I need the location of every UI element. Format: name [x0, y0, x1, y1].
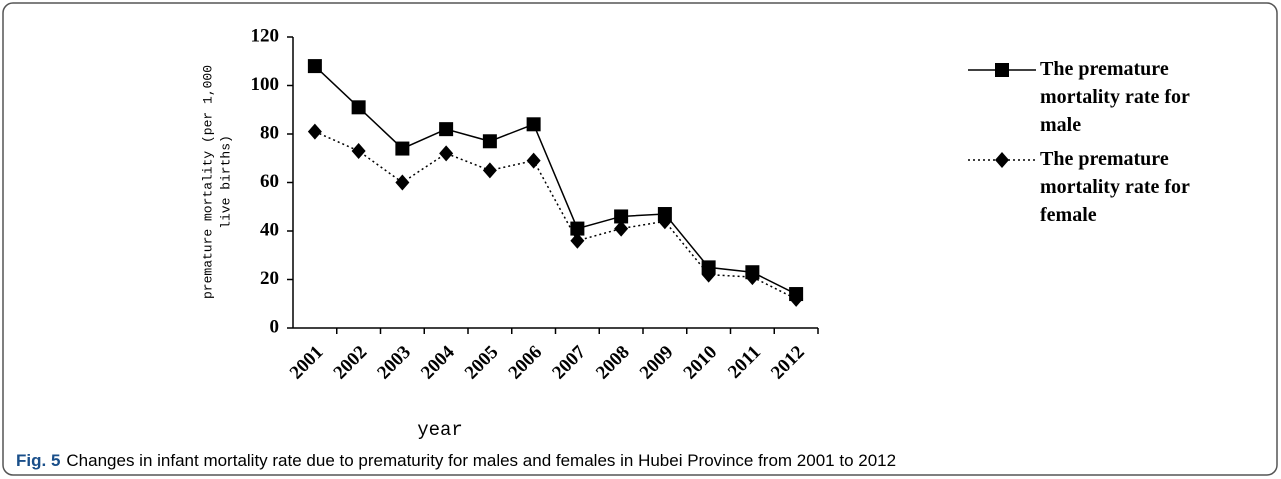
data-point	[657, 213, 672, 230]
y-axis-label-line: premature mortality (per 1,000	[200, 65, 215, 299]
y-tick-label: 40	[260, 219, 279, 240]
caption: Fig. 5 Changes in infant mortality rate d…	[16, 451, 896, 470]
data-point	[789, 290, 804, 307]
data-point	[439, 145, 454, 162]
x-tick-label: 2010	[680, 342, 722, 384]
y-tick-label: 20	[260, 268, 279, 289]
data-point	[307, 123, 322, 140]
data-point	[614, 209, 629, 224]
data-point	[570, 221, 585, 236]
x-tick-label: 2005	[461, 342, 503, 384]
series-line	[314, 65, 797, 295]
legend-label: The premature mortality rate for male	[1040, 58, 1190, 136]
legend-marker	[995, 63, 1009, 77]
data-point	[570, 232, 585, 249]
x-tick-label: 2007	[548, 341, 590, 383]
x-tick-label: 2006	[505, 342, 547, 384]
series-line	[314, 130, 797, 300]
x-tick-label: 2002	[330, 342, 372, 384]
x-tick-label: 2011	[724, 342, 765, 383]
data-point	[745, 269, 760, 286]
y-tick-label: 120	[251, 25, 280, 46]
y-axis-label-line: live births)	[218, 135, 233, 229]
data-point	[439, 122, 454, 137]
caption-text: Changes in infant mortality rate due to …	[66, 451, 896, 470]
data-point	[526, 117, 541, 132]
x-tick-label: 2003	[373, 342, 415, 384]
y-tick-label: 100	[251, 74, 280, 95]
data-point	[614, 220, 629, 237]
x-tick-label: 2009	[636, 342, 678, 384]
y-tick-label: 0	[270, 316, 280, 337]
y-axis-label: premature mortality (per 1,000 live birt…	[200, 65, 233, 299]
caption-label: Fig. 5	[16, 451, 60, 470]
x-axis-label: year	[417, 419, 463, 441]
legend-marker	[995, 152, 1009, 168]
data-point	[307, 59, 322, 74]
legend-label: The premature mortality rate for female	[1040, 148, 1190, 226]
data-point	[701, 266, 716, 283]
data-point	[482, 162, 497, 179]
data-point	[482, 134, 497, 149]
y-tick-label: 60	[260, 171, 279, 192]
data-point	[395, 174, 410, 191]
y-tick-label: 80	[260, 122, 279, 143]
x-tick-label: 2008	[592, 342, 634, 384]
x-tick-label: 2001	[286, 342, 328, 384]
data-point	[351, 142, 366, 159]
data-point	[351, 100, 366, 115]
x-tick-label: 2012	[767, 342, 809, 384]
data-point	[395, 141, 410, 156]
x-tick-label: 2004	[417, 341, 459, 383]
data-point	[526, 152, 541, 169]
